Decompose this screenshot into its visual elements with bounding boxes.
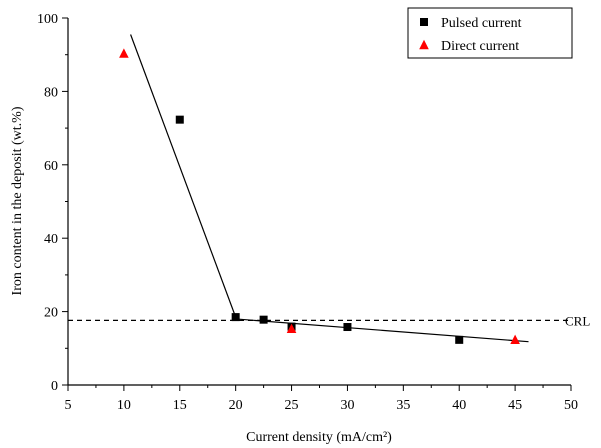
x-tick-label: 10 (117, 398, 131, 413)
pulsed-current-point (175, 115, 184, 124)
legend-box (407, 7, 573, 59)
legend-label: Pulsed current (441, 16, 522, 31)
y-tick-label: 80 (44, 85, 58, 100)
legend-label: Direct current (441, 39, 519, 54)
fit-line (130, 34, 237, 318)
x-tick-label: 25 (285, 398, 299, 413)
pulsed-current-point (343, 323, 352, 332)
reference-line-group: CRL (68, 313, 590, 328)
y-tick-label: 20 (44, 306, 58, 321)
x-tick-label: 45 (508, 398, 522, 413)
data-points (119, 48, 520, 345)
x-tick-label: 30 (340, 398, 354, 413)
pulsed-current-point (231, 313, 240, 322)
axes: 5 10 15 20 25 30 35 40 45 50 0 20 40 60 80 100 (37, 12, 578, 413)
fit-lines (130, 34, 529, 343)
legend: Pulsed current Direct current (407, 7, 573, 59)
x-tick-label: 5 (65, 398, 72, 413)
direct-current-point (286, 323, 297, 334)
x-axis-label: Current density (mA/cm²) (246, 430, 392, 445)
y-tick-label: 0 (51, 379, 58, 394)
x-tick-label: 15 (173, 398, 187, 413)
x-tick-label: 40 (452, 398, 466, 413)
pulsed-current-point (259, 315, 268, 324)
y-tick-label: 40 (44, 232, 58, 247)
direct-current-point (510, 334, 520, 345)
fit-line (235, 318, 529, 343)
direct-current-point (119, 48, 129, 58)
y-tick-label: 100 (37, 12, 58, 27)
x-tick-label: 20 (229, 398, 243, 413)
y-axis-label: Iron content in the deposit (wt.%) (10, 106, 25, 295)
reference-line-label: CRL (565, 313, 590, 328)
legend-pulsed-marker (420, 18, 428, 26)
legend-direct-marker (419, 39, 429, 50)
y-tick-label: 60 (44, 159, 58, 174)
x-tick-label: 50 (564, 398, 578, 413)
pulsed-current-point (455, 335, 464, 344)
x-tick-label: 35 (396, 398, 410, 413)
